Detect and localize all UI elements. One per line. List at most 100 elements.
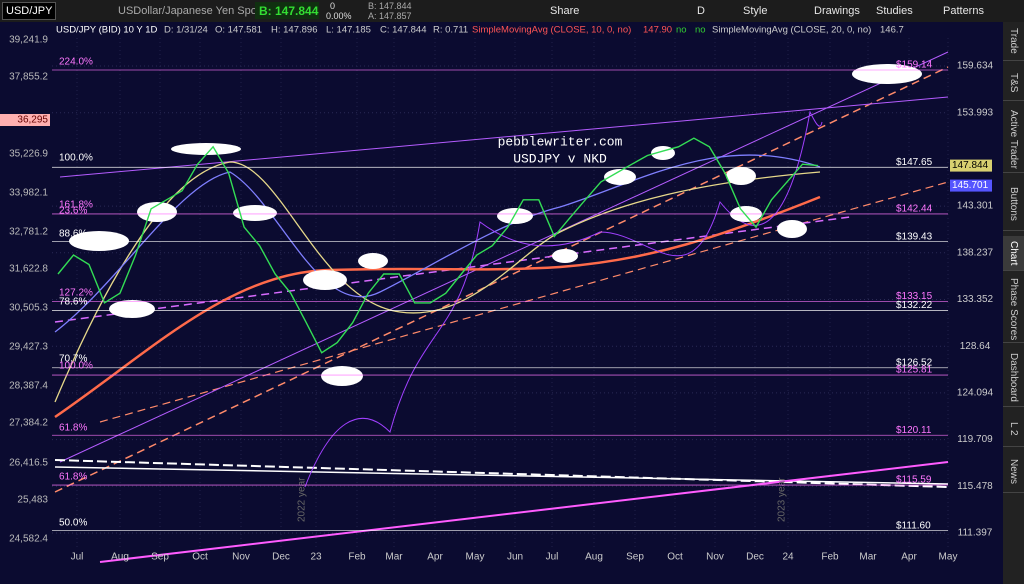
- fib-label: 78.6%: [59, 297, 87, 308]
- x-tick-label: Nov: [232, 552, 250, 563]
- left-axis-label: 37,855.2: [9, 72, 48, 83]
- side-tab[interactable]: Dashboard: [1003, 348, 1024, 407]
- left-axis-label: 33,982.1: [9, 188, 48, 199]
- patterns-button[interactable]: Patterns: [943, 5, 984, 17]
- y-tick-label: 153.993: [957, 107, 994, 118]
- ask-small: A: 147.857: [368, 11, 412, 21]
- studies-button[interactable]: Studies: [876, 5, 913, 17]
- x-tick-label: Jul: [546, 552, 559, 563]
- chart: pebblewriter.com USDJPY v NKD 2022 year …: [0, 22, 1003, 584]
- study-flag: no: [676, 25, 687, 36]
- low: L: 147.185: [326, 25, 371, 36]
- y-tick-label: 133.352: [957, 294, 994, 305]
- left-axis-label: 27,384.2: [9, 418, 48, 429]
- fib-label: 100.0%: [59, 361, 93, 372]
- study: SimpleMovingAvg (CLOSE, 20, 0, no): [712, 25, 871, 36]
- x-tick-label: May: [939, 552, 958, 563]
- level-label: $133.15: [896, 291, 933, 302]
- x-tick-label: Feb: [348, 552, 366, 563]
- left-axis-badge: [0, 114, 50, 126]
- study: SimpleMovingAvg (CLOSE, 10, 0, no): [472, 25, 631, 36]
- side-tabs: Trade T&S Active Trader Buttons Chart Phase S…: [1003, 22, 1024, 584]
- share-button[interactable]: Share: [550, 5, 580, 17]
- study-flag: no: [695, 25, 706, 36]
- fib-label: 224.0%: [59, 57, 93, 68]
- x-tick-label: Oct: [192, 552, 208, 563]
- x-tick-label: Jun: [507, 552, 523, 563]
- x-tick-label: May: [466, 552, 485, 563]
- fib-label: 23.6%: [59, 206, 87, 217]
- side-tab[interactable]: Buttons: [1003, 178, 1024, 231]
- watermark: pebblewriter.com: [498, 134, 623, 149]
- range: R: 0.711: [433, 25, 468, 36]
- y-tick-label: 128.64: [960, 341, 991, 352]
- level-label: $132.22: [896, 300, 933, 311]
- left-axis-label: 28,387.4: [9, 381, 48, 392]
- change-pct: 0.00%: [326, 11, 352, 21]
- chart-background: [0, 22, 1003, 584]
- y-tick-label: 138.237: [957, 247, 994, 258]
- aggregation-button[interactable]: D: [697, 5, 705, 17]
- x-tick-label: Sep: [151, 552, 169, 563]
- y-tick-label: 143.301: [957, 201, 994, 212]
- trendlines: [54, 51, 949, 563]
- watermark-subtitle: USDJPY v NKD: [513, 151, 607, 166]
- left-axis-label: 29,427.3: [9, 342, 48, 353]
- level-label: $125.81: [896, 365, 933, 376]
- bid: B: 147.844: [259, 4, 319, 18]
- x-tick-label: Apr: [901, 552, 917, 563]
- toolbar: USD/JPY USDollar/Japanese Yen Spot B: 14…: [0, 0, 1024, 22]
- study-value: 147.90: [643, 25, 672, 36]
- side-tab[interactable]: Chart: [1003, 236, 1024, 271]
- fib-label: 127.2%: [59, 288, 93, 299]
- right-axis-bg: [948, 22, 1003, 584]
- x-tick-label: Apr: [427, 552, 443, 563]
- ma-badge: [950, 179, 992, 192]
- fib-label: 50.0%: [59, 518, 87, 529]
- y-tick-label: 111.397: [958, 528, 993, 539]
- left-axis-label: 39,241.9: [9, 35, 48, 46]
- last-price: 147.844: [952, 160, 989, 171]
- side-tab[interactable]: T&S: [1003, 66, 1024, 101]
- study-value: 146.7: [880, 25, 904, 36]
- x-tick-label: 23: [310, 552, 322, 563]
- fib-label: 61.8%: [59, 472, 87, 483]
- last-price-badge: [950, 159, 992, 172]
- level-label: $139.43: [896, 231, 933, 242]
- close: C: 147.844: [380, 25, 426, 36]
- left-axis-label: 24,582.4: [9, 534, 48, 545]
- y-tick-label: 119.709: [957, 434, 993, 445]
- left-axis-label: 35,226.9: [9, 149, 48, 160]
- chart-header: USD/JPY (BID) 10 Y 1D D: 1/31/24 O: 147.…: [56, 25, 904, 36]
- left-axis-label: 31,622.8: [9, 264, 48, 275]
- side-tab[interactable]: Phase Scores: [1003, 276, 1024, 343]
- left-axis-label: 32,781.2: [9, 227, 48, 238]
- level-label: $159.14: [896, 60, 933, 71]
- level-label: $120.11: [896, 425, 932, 436]
- year-label: 2022 year: [297, 477, 308, 522]
- x-tick-label: 24: [782, 552, 794, 563]
- side-tab[interactable]: Active Trader: [1003, 106, 1024, 173]
- x-tick-label: Dec: [746, 552, 764, 563]
- bid-small: B: 147.844: [368, 1, 412, 11]
- drawings-button[interactable]: Drawings: [814, 5, 860, 17]
- side-tab[interactable]: Trade: [1003, 22, 1024, 61]
- side-tab[interactable]: L 2: [1003, 412, 1024, 447]
- symbol[interactable]: USD/JPY: [6, 5, 53, 17]
- ma-value: 145.701: [952, 180, 989, 191]
- left-axis-label: 30,505.3: [9, 303, 48, 314]
- bid-box: [255, 2, 319, 19]
- x-tick-label: Aug: [111, 552, 129, 563]
- symbol-box[interactable]: [2, 2, 56, 20]
- side-tab[interactable]: News: [1003, 452, 1024, 493]
- level-label: $111.60: [896, 520, 931, 531]
- x-tick-label: Jul: [71, 552, 84, 563]
- fib-label: 100.0%: [59, 153, 93, 164]
- change: 0: [330, 1, 336, 11]
- level-label: $142.44: [896, 204, 933, 215]
- style-button[interactable]: Style: [743, 5, 768, 17]
- y-tick-label: 159.634: [957, 61, 994, 72]
- fib-label: 161.8%: [59, 200, 93, 211]
- left-axis-label: 36,295: [17, 115, 48, 126]
